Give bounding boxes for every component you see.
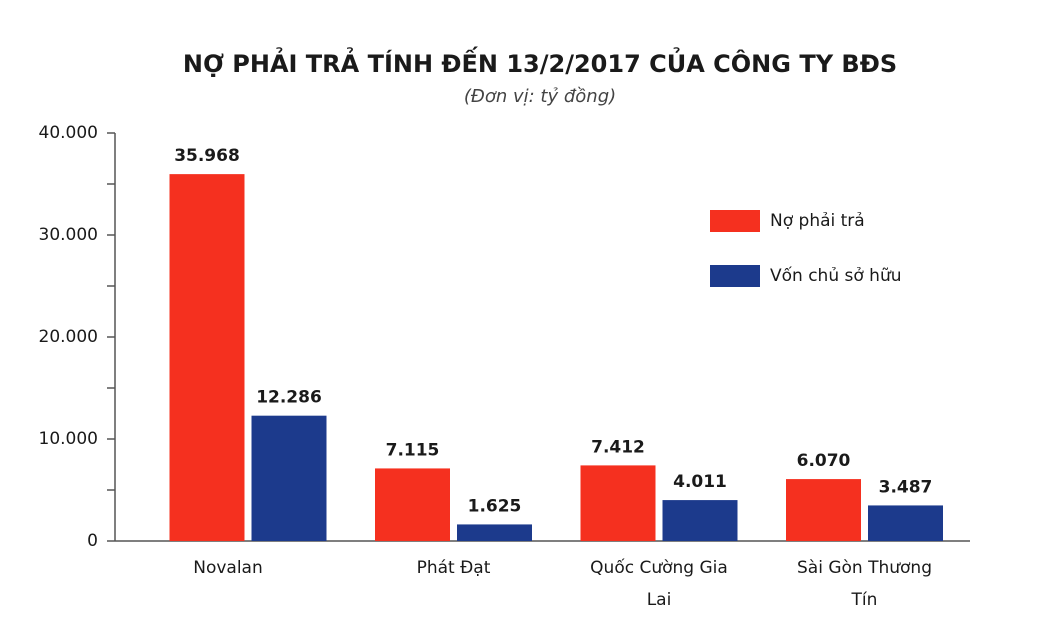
y-tick-label: 0 [87, 531, 98, 551]
bar [786, 479, 861, 541]
bar [375, 468, 450, 541]
y-tick-label: 30.000 [39, 225, 98, 245]
chart-subtitle: (Đơn vị: tỷ đồng) [464, 86, 616, 107]
value-label: 4.011 [673, 472, 727, 492]
value-label: 6.070 [797, 451, 851, 471]
legend-label: Vốn chủ sở hữu [770, 265, 902, 286]
value-label: 35.968 [174, 146, 240, 166]
legend-swatch [710, 265, 760, 287]
y-tick-label: 20.000 [39, 327, 98, 347]
legend-label: Nợ phải trả [770, 211, 865, 231]
bar [251, 415, 327, 541]
value-label: 12.286 [256, 388, 322, 408]
y-tick-label: 10.000 [39, 429, 98, 449]
value-label: 7.115 [386, 440, 440, 460]
value-label: 1.625 [468, 496, 522, 516]
bar [457, 524, 532, 541]
bar [662, 500, 738, 541]
y-tick-label: 40.000 [39, 123, 98, 143]
x-tick-label: Novalan [193, 558, 263, 578]
x-tick-label: Sài Gòn Thương Tín [797, 558, 932, 610]
bar [868, 505, 943, 541]
bar [580, 465, 656, 541]
value-label: 3.487 [879, 477, 933, 497]
value-label: 7.412 [591, 437, 645, 457]
x-tick-label: Quốc Cường Gia Lai [590, 558, 728, 610]
x-tick-label: Phát Đạt [416, 558, 491, 578]
bar [169, 174, 245, 541]
chart-title: NỢ PHẢI TRẢ TÍNH ĐẾN 13/2/2017 CỦA CÔNG … [183, 45, 897, 78]
legend-swatch [710, 210, 760, 232]
